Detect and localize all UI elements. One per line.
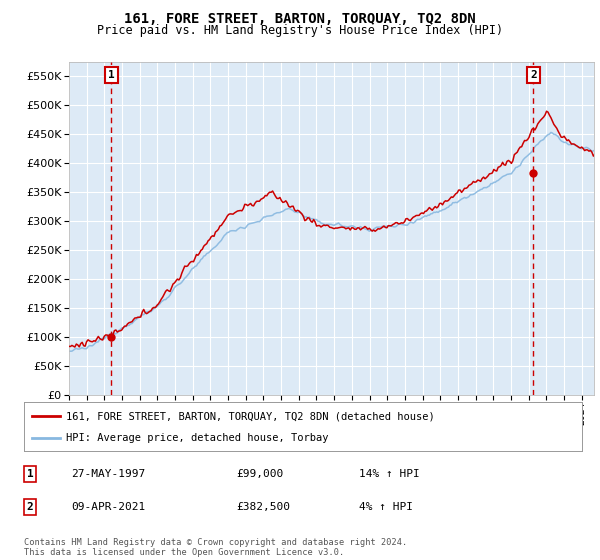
Text: 2: 2 — [530, 70, 537, 80]
Text: 1: 1 — [108, 70, 115, 80]
Text: 09-APR-2021: 09-APR-2021 — [71, 502, 146, 512]
Text: HPI: Average price, detached house, Torbay: HPI: Average price, detached house, Torb… — [66, 433, 328, 444]
Text: 1: 1 — [27, 469, 34, 479]
Text: 27-MAY-1997: 27-MAY-1997 — [71, 469, 146, 479]
Text: 4% ↑ HPI: 4% ↑ HPI — [359, 502, 413, 512]
Text: 161, FORE STREET, BARTON, TORQUAY, TQ2 8DN: 161, FORE STREET, BARTON, TORQUAY, TQ2 8… — [124, 12, 476, 26]
Text: Contains HM Land Registry data © Crown copyright and database right 2024.
This d: Contains HM Land Registry data © Crown c… — [24, 538, 407, 557]
Text: £99,000: £99,000 — [236, 469, 283, 479]
Text: 2: 2 — [27, 502, 34, 512]
Text: 14% ↑ HPI: 14% ↑ HPI — [359, 469, 419, 479]
Text: 161, FORE STREET, BARTON, TORQUAY, TQ2 8DN (detached house): 161, FORE STREET, BARTON, TORQUAY, TQ2 8… — [66, 411, 434, 421]
Text: £382,500: £382,500 — [236, 502, 290, 512]
Text: Price paid vs. HM Land Registry's House Price Index (HPI): Price paid vs. HM Land Registry's House … — [97, 24, 503, 37]
